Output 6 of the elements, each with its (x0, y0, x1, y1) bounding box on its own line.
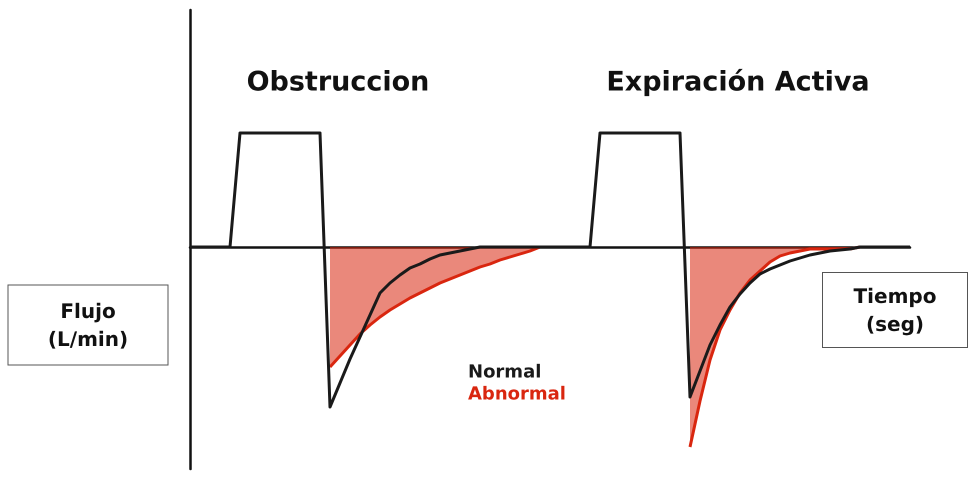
text: Expiración Activa (606, 66, 870, 98)
text: Abnormal (468, 384, 566, 404)
text: Obstruccion (246, 66, 430, 98)
x-axis-title: Tiempo (seg) (854, 284, 936, 336)
text: Normal (468, 362, 542, 382)
y-axis-title: Flujo (L/min) (48, 299, 128, 351)
